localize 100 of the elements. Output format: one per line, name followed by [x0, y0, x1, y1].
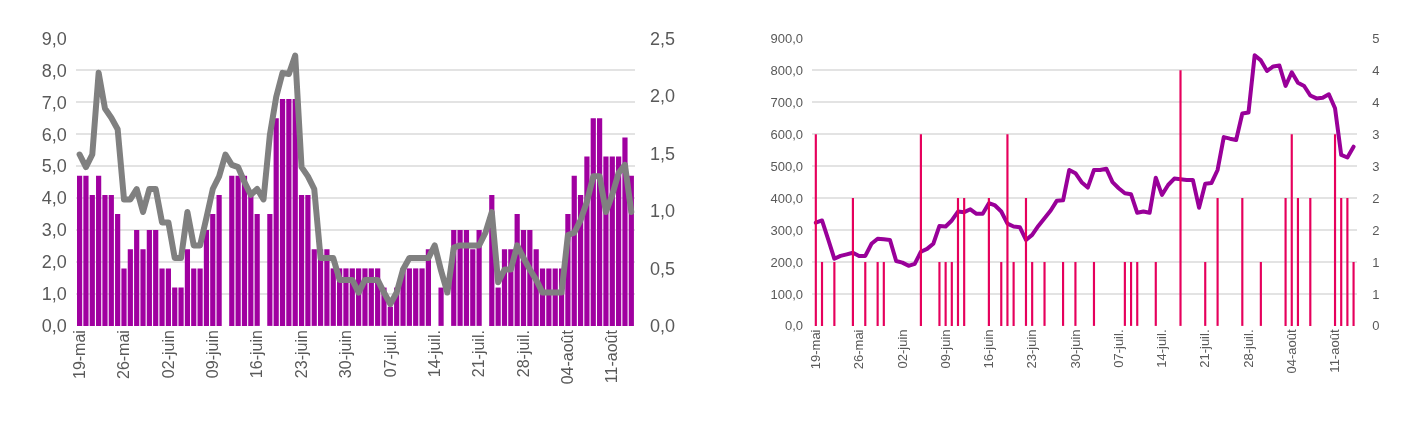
bar: [1123, 262, 1126, 326]
bar: [1296, 198, 1300, 326]
bar: [1061, 262, 1065, 326]
y-tick-label: 600,0: [770, 126, 804, 142]
bar: [882, 262, 885, 326]
x-tick-label: 11-août: [1327, 329, 1343, 373]
x-tick-label: 09-juin: [937, 329, 953, 369]
x-tick-label: 19-mai: [70, 330, 88, 380]
bar: [814, 134, 817, 326]
x-tick-label: 21-juil.: [1197, 329, 1213, 368]
y-tick-label: 500,0: [770, 158, 804, 174]
bar: [216, 194, 222, 326]
x-tick-label: 28-juil.: [1240, 329, 1256, 368]
x-tick-label: 02-juin: [159, 330, 177, 379]
x-tick-label: 07-juil.: [1110, 329, 1126, 368]
bar: [944, 262, 947, 326]
bar: [938, 262, 941, 326]
bar: [438, 287, 444, 326]
x-tick-label: 14-juil.: [1154, 329, 1170, 368]
bar: [1346, 198, 1349, 326]
y2-tick-label: 4: [1372, 62, 1380, 78]
bar: [1092, 262, 1096, 326]
x-tick-label: 09-juin: [203, 330, 221, 379]
x-tick-label: 28-juil.: [514, 330, 532, 378]
y-tick-label: 100,0: [770, 286, 804, 302]
x-tick-label: 14-juil.: [425, 330, 443, 378]
bar: [1241, 198, 1244, 326]
x-tick-label: 11-août: [603, 329, 621, 384]
y2-tick-label: 0,5: [650, 258, 676, 279]
bar: [1006, 134, 1009, 326]
x-tick-label: 16-juin: [981, 329, 997, 369]
x-tick-label: 07-juil.: [381, 330, 399, 378]
x-tick-label: 21-juil.: [470, 330, 488, 378]
y-tick-label: 400,0: [770, 190, 804, 206]
y-tick-label: 8,0: [41, 60, 67, 81]
bar: [820, 262, 824, 326]
y2-tick-label: 0,0: [650, 316, 676, 337]
x-tick-label: 26-mai: [115, 330, 133, 380]
x-tick-label: 19-mai: [808, 329, 824, 370]
bar: [1259, 262, 1262, 326]
y-tick-label: 7,0: [41, 92, 67, 113]
x-tick-label: 16-juin: [248, 330, 266, 379]
y2-tick-label: 2,0: [650, 86, 676, 107]
y2-tick-label: 1,5: [650, 143, 676, 164]
bar: [987, 198, 990, 326]
bar: [919, 134, 922, 326]
bar: [1012, 262, 1015, 326]
bar: [963, 198, 966, 326]
y-tick-label: 200,0: [770, 254, 804, 270]
bar: [1216, 198, 1219, 326]
bar: [1043, 262, 1046, 326]
y2-tick-label: 2,5: [650, 28, 676, 49]
bar: [1290, 134, 1293, 326]
y-tick-label: 4,0: [41, 188, 67, 209]
x-tick-label: 23-juin: [292, 330, 310, 379]
y-tick-label: 300,0: [770, 222, 804, 238]
bar: [876, 262, 879, 326]
bar: [267, 214, 273, 326]
bar: [1284, 198, 1287, 326]
bar: [1000, 262, 1003, 326]
y-tick-label: 0,0: [41, 316, 67, 337]
y-tick-label: 6,0: [41, 124, 67, 145]
bar: [229, 175, 235, 326]
bar: [1179, 70, 1182, 326]
x-tick-label: 04-août: [559, 329, 577, 385]
x-tick-label: 30-juin: [1067, 329, 1083, 369]
y-tick-label: 3,0: [41, 220, 67, 241]
bar: [1024, 198, 1028, 326]
bar: [950, 262, 953, 326]
y2-tick-label: 3: [1372, 158, 1380, 174]
y-tick-label: 5,0: [41, 156, 67, 177]
bar: [956, 198, 960, 326]
line-series: [813, 53, 1356, 268]
y2-tick-label: 3: [1372, 126, 1380, 142]
y2-tick-label: 5: [1372, 30, 1380, 46]
y2-tick-label: 2: [1372, 190, 1380, 206]
y-tick-label: 1,0: [41, 284, 67, 305]
x-tick-label: 02-juin: [894, 329, 910, 369]
bar: [1204, 262, 1207, 326]
x-tick-label: 26-mai: [851, 329, 867, 370]
bar: [1154, 262, 1157, 326]
x-tick-label: 23-juin: [1024, 329, 1040, 369]
bar: [1136, 262, 1139, 326]
x-tick-label: 30-juin: [337, 330, 355, 379]
y-tick-label: 800,0: [770, 62, 804, 78]
y-tick-label: 2,0: [41, 252, 67, 273]
x-tick-label: 04-août: [1283, 329, 1299, 374]
y2-tick-label: 1: [1372, 254, 1380, 270]
bar: [833, 262, 836, 326]
y2-tick-label: 2: [1372, 222, 1380, 238]
y-tick-label: 0,0: [785, 318, 804, 334]
bar: [851, 198, 854, 326]
bar: [1129, 262, 1133, 326]
bar: [1031, 262, 1034, 326]
y-tick-label: 900,0: [770, 30, 804, 46]
y2-tick-label: 1: [1372, 286, 1380, 302]
y2-tick-label: 0: [1372, 318, 1380, 334]
bar: [1340, 198, 1343, 326]
y-tick-label: 700,0: [770, 94, 804, 110]
bar: [1333, 134, 1337, 326]
